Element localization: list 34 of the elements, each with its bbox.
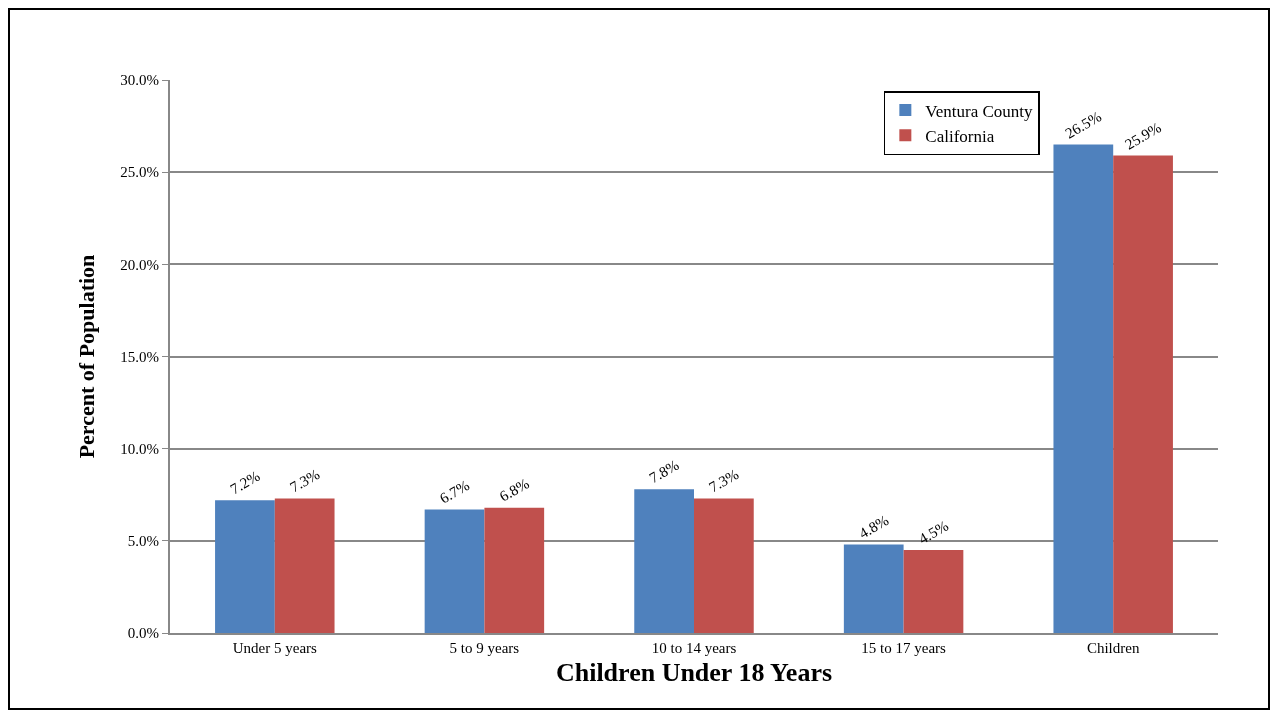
bar <box>424 509 485 633</box>
data-label: 6.7% <box>437 477 473 507</box>
x-tick-label: 15 to 17 years <box>861 640 947 656</box>
y-tick-label: 0.0% <box>127 625 159 642</box>
data-label: 4.8% <box>856 512 892 542</box>
y-tick-label: 20.0% <box>120 256 159 273</box>
data-label: 6.8% <box>496 475 532 505</box>
y-tick-label: 25.0% <box>120 164 159 181</box>
y-axis-title: Percent of Population <box>73 254 99 459</box>
y-tick-label: 5.0% <box>127 533 159 550</box>
bar <box>903 550 964 633</box>
data-label: 7.8% <box>646 456 682 487</box>
y-tick-label: 15.0% <box>120 348 159 365</box>
y-tick-label: 30.0% <box>120 72 159 89</box>
data-label: 7.3% <box>287 465 323 496</box>
data-label: 7.3% <box>706 465 742 496</box>
bar <box>634 489 694 633</box>
x-axis-title: Children Under 18 Years <box>555 658 833 688</box>
bar <box>274 498 335 633</box>
bar <box>1113 155 1173 633</box>
legend-label: Ventura County <box>925 101 1034 121</box>
data-label: 7.2% <box>227 467 263 498</box>
bar <box>1053 144 1114 633</box>
legend-label: California <box>925 126 995 146</box>
bar <box>843 544 904 633</box>
x-tick-label: 5 to 9 years <box>449 640 520 656</box>
bar <box>484 507 545 633</box>
x-tick-label: 10 to 14 years <box>651 640 737 656</box>
data-label: 4.5% <box>915 517 951 548</box>
x-tick-label: Children <box>1086 640 1140 656</box>
y-tick-label: 10.0% <box>120 440 159 457</box>
x-tick-label: Under 5 years <box>232 640 318 656</box>
bar <box>215 500 275 633</box>
bar <box>694 498 754 633</box>
